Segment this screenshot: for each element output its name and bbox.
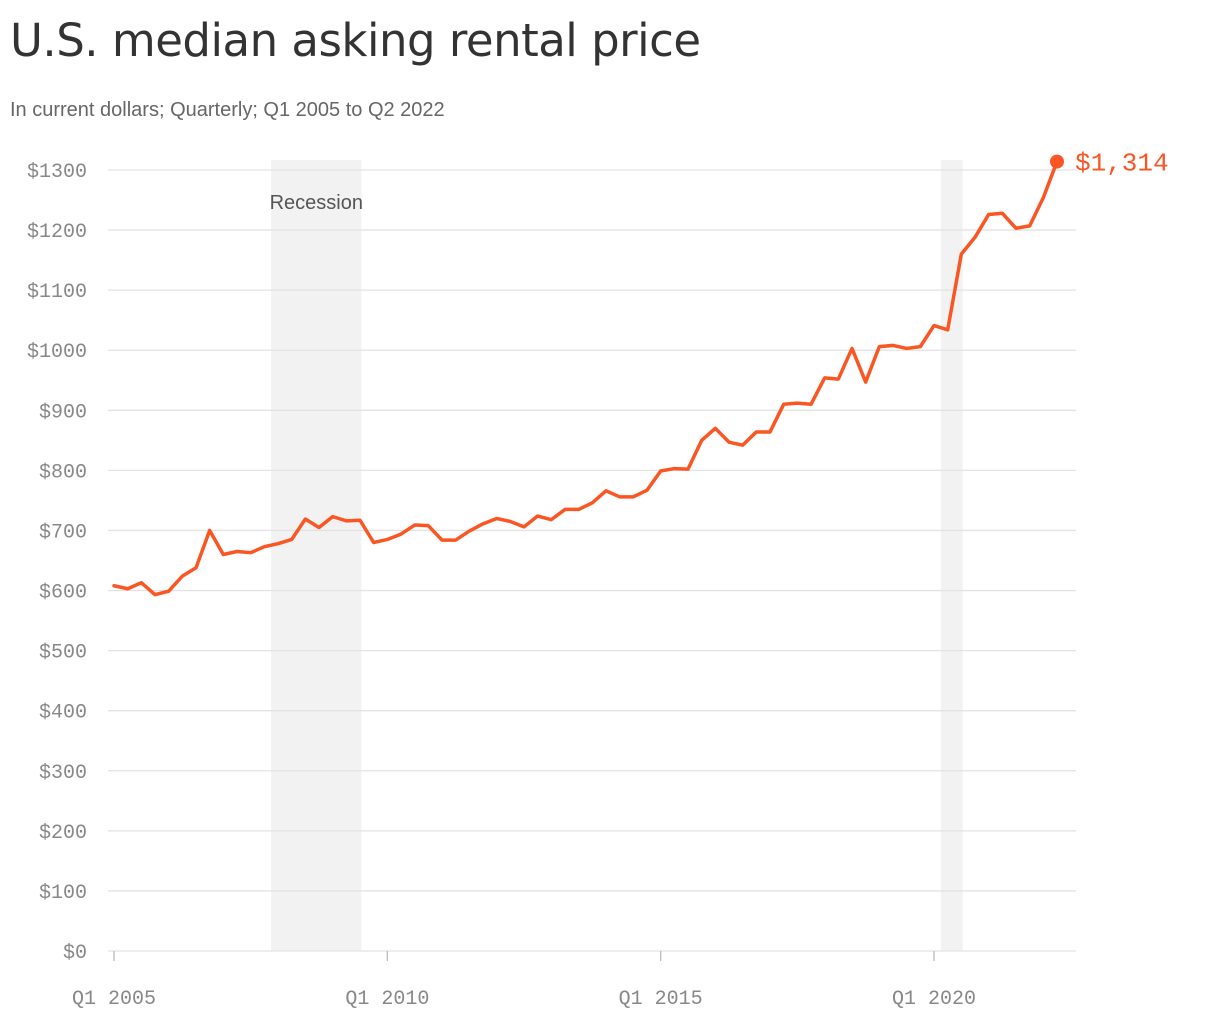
gridlines xyxy=(108,169,1076,952)
x-tick-label: Q1 2005 xyxy=(72,988,156,1011)
y-tick-label: $200 xyxy=(39,822,87,845)
y-tick-label: $700 xyxy=(39,521,87,544)
x-tick-label: Q1 2020 xyxy=(892,988,976,1011)
x-tick-label: Q1 2015 xyxy=(619,988,703,1011)
y-tick-label: $1000 xyxy=(27,341,87,364)
chart-title: U.S. median asking rental price xyxy=(10,14,701,67)
end-value-label: $1,314 xyxy=(1075,149,1169,179)
recession-band xyxy=(940,160,963,951)
y-tick-label: $1300 xyxy=(27,161,87,184)
y-tick-label: $500 xyxy=(39,642,87,665)
y-tick-label: $600 xyxy=(39,582,87,605)
y-tick-label: $400 xyxy=(39,702,87,725)
y-tick-label: $900 xyxy=(39,401,87,424)
recession-label: Recession xyxy=(270,192,363,214)
series-line xyxy=(112,159,1059,597)
x-axis-ticks: Q1 2005 Q1 2010 Q1 2015 Q1 2020 xyxy=(72,951,976,1011)
y-tick-label: $100 xyxy=(39,882,87,905)
end-point-marker xyxy=(1050,154,1064,169)
y-tick-label: $1100 xyxy=(27,281,87,304)
y-tick-label: $0 xyxy=(63,942,87,965)
y-tick-label: $1200 xyxy=(27,221,87,244)
y-tick-label: $300 xyxy=(39,762,87,785)
recession-band xyxy=(271,160,362,951)
x-tick-label: Q1 2010 xyxy=(345,988,429,1011)
recession-bands xyxy=(271,160,963,951)
chart-subtitle: In current dollars; Quarterly; Q1 2005 t… xyxy=(10,99,445,121)
y-axis-ticks: $0 $100 $200 $300 $400 $500 $600 $700 $800 $900 $1… xyxy=(27,161,87,965)
y-tick-label: $800 xyxy=(39,461,87,484)
